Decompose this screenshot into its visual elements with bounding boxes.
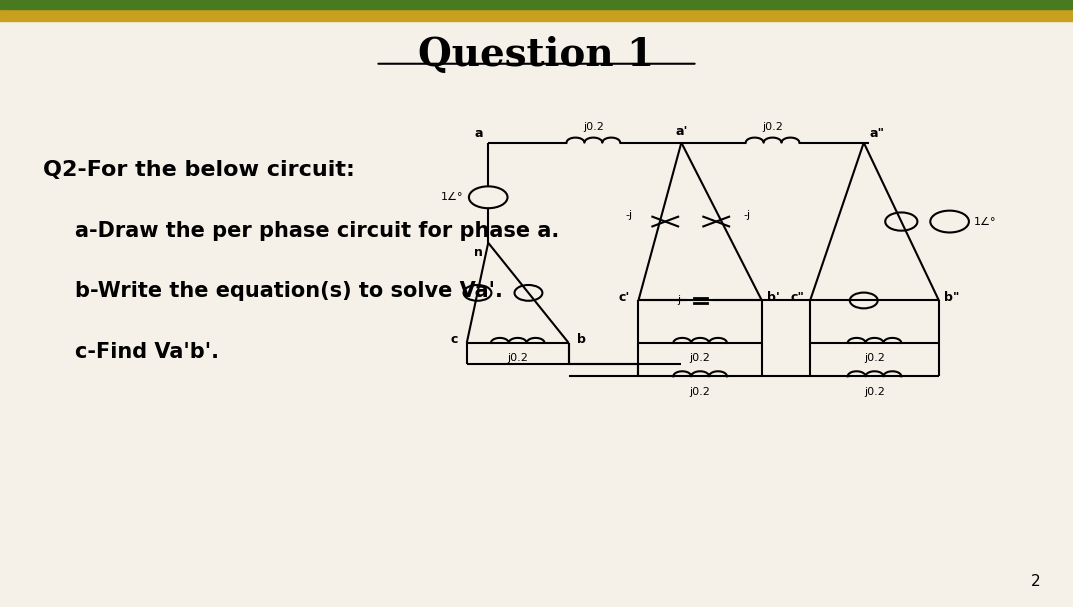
Text: Q2-For the below circuit:: Q2-For the below circuit: (43, 160, 355, 180)
Text: j0.2: j0.2 (508, 353, 528, 363)
Text: b': b' (767, 291, 780, 304)
Text: 1∠°: 1∠° (441, 192, 464, 202)
Text: c-Find Va'b'.: c-Find Va'b'. (75, 342, 219, 362)
Text: n: n (474, 246, 483, 259)
Text: b": b" (944, 291, 959, 304)
Bar (0, 0, 1073, 9)
Text: j0.2: j0.2 (864, 387, 885, 396)
Text: c: c (451, 333, 458, 347)
Text: b-Write the equation(s) to solve Va'.: b-Write the equation(s) to solve Va'. (75, 282, 503, 301)
Text: j0.2: j0.2 (690, 387, 710, 396)
Text: -j: -j (743, 211, 750, 220)
Text: j0.2: j0.2 (762, 123, 783, 132)
Text: a: a (474, 127, 483, 140)
Text: -j: -j (626, 211, 633, 220)
Text: c': c' (618, 291, 630, 304)
Text: j0.2: j0.2 (864, 353, 885, 363)
Text: Question 1: Question 1 (418, 36, 655, 73)
Bar (0, 0, 1073, 21)
Text: 2: 2 (1031, 574, 1041, 589)
Text: a-Draw the per phase circuit for phase a.: a-Draw the per phase circuit for phase a… (75, 221, 559, 240)
Text: c": c" (791, 291, 805, 304)
Text: 1∠°: 1∠° (974, 217, 997, 226)
Text: b: b (577, 333, 586, 347)
Text: -j: -j (675, 296, 682, 305)
Text: a": a" (869, 127, 884, 140)
Text: j0.2: j0.2 (690, 353, 710, 363)
Text: a': a' (675, 125, 688, 138)
Text: j0.2: j0.2 (583, 123, 604, 132)
